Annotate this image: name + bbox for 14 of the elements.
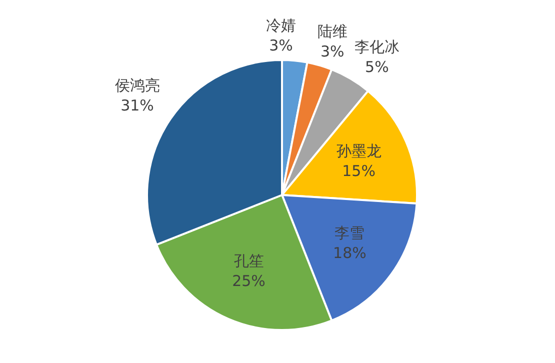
slice-label: 李雪 xyxy=(334,224,365,242)
slice-label: 孙墨龙 xyxy=(336,142,382,160)
data-label: 18% xyxy=(333,244,366,262)
data-label: 31% xyxy=(120,96,154,115)
data-label: 3% xyxy=(269,36,293,55)
data-label: 15% xyxy=(342,162,376,180)
slice-label: 侯鸿亮 xyxy=(114,76,160,95)
data-label: 25% xyxy=(232,272,266,290)
data-label: 3% xyxy=(320,42,344,60)
slice-label: 陆维 xyxy=(317,22,348,40)
slice-label: 李化冰 xyxy=(354,38,400,56)
data-label: 5% xyxy=(365,58,389,76)
slice-label: 冷婧 xyxy=(266,16,296,35)
slice-label: 孔笙 xyxy=(234,252,264,270)
